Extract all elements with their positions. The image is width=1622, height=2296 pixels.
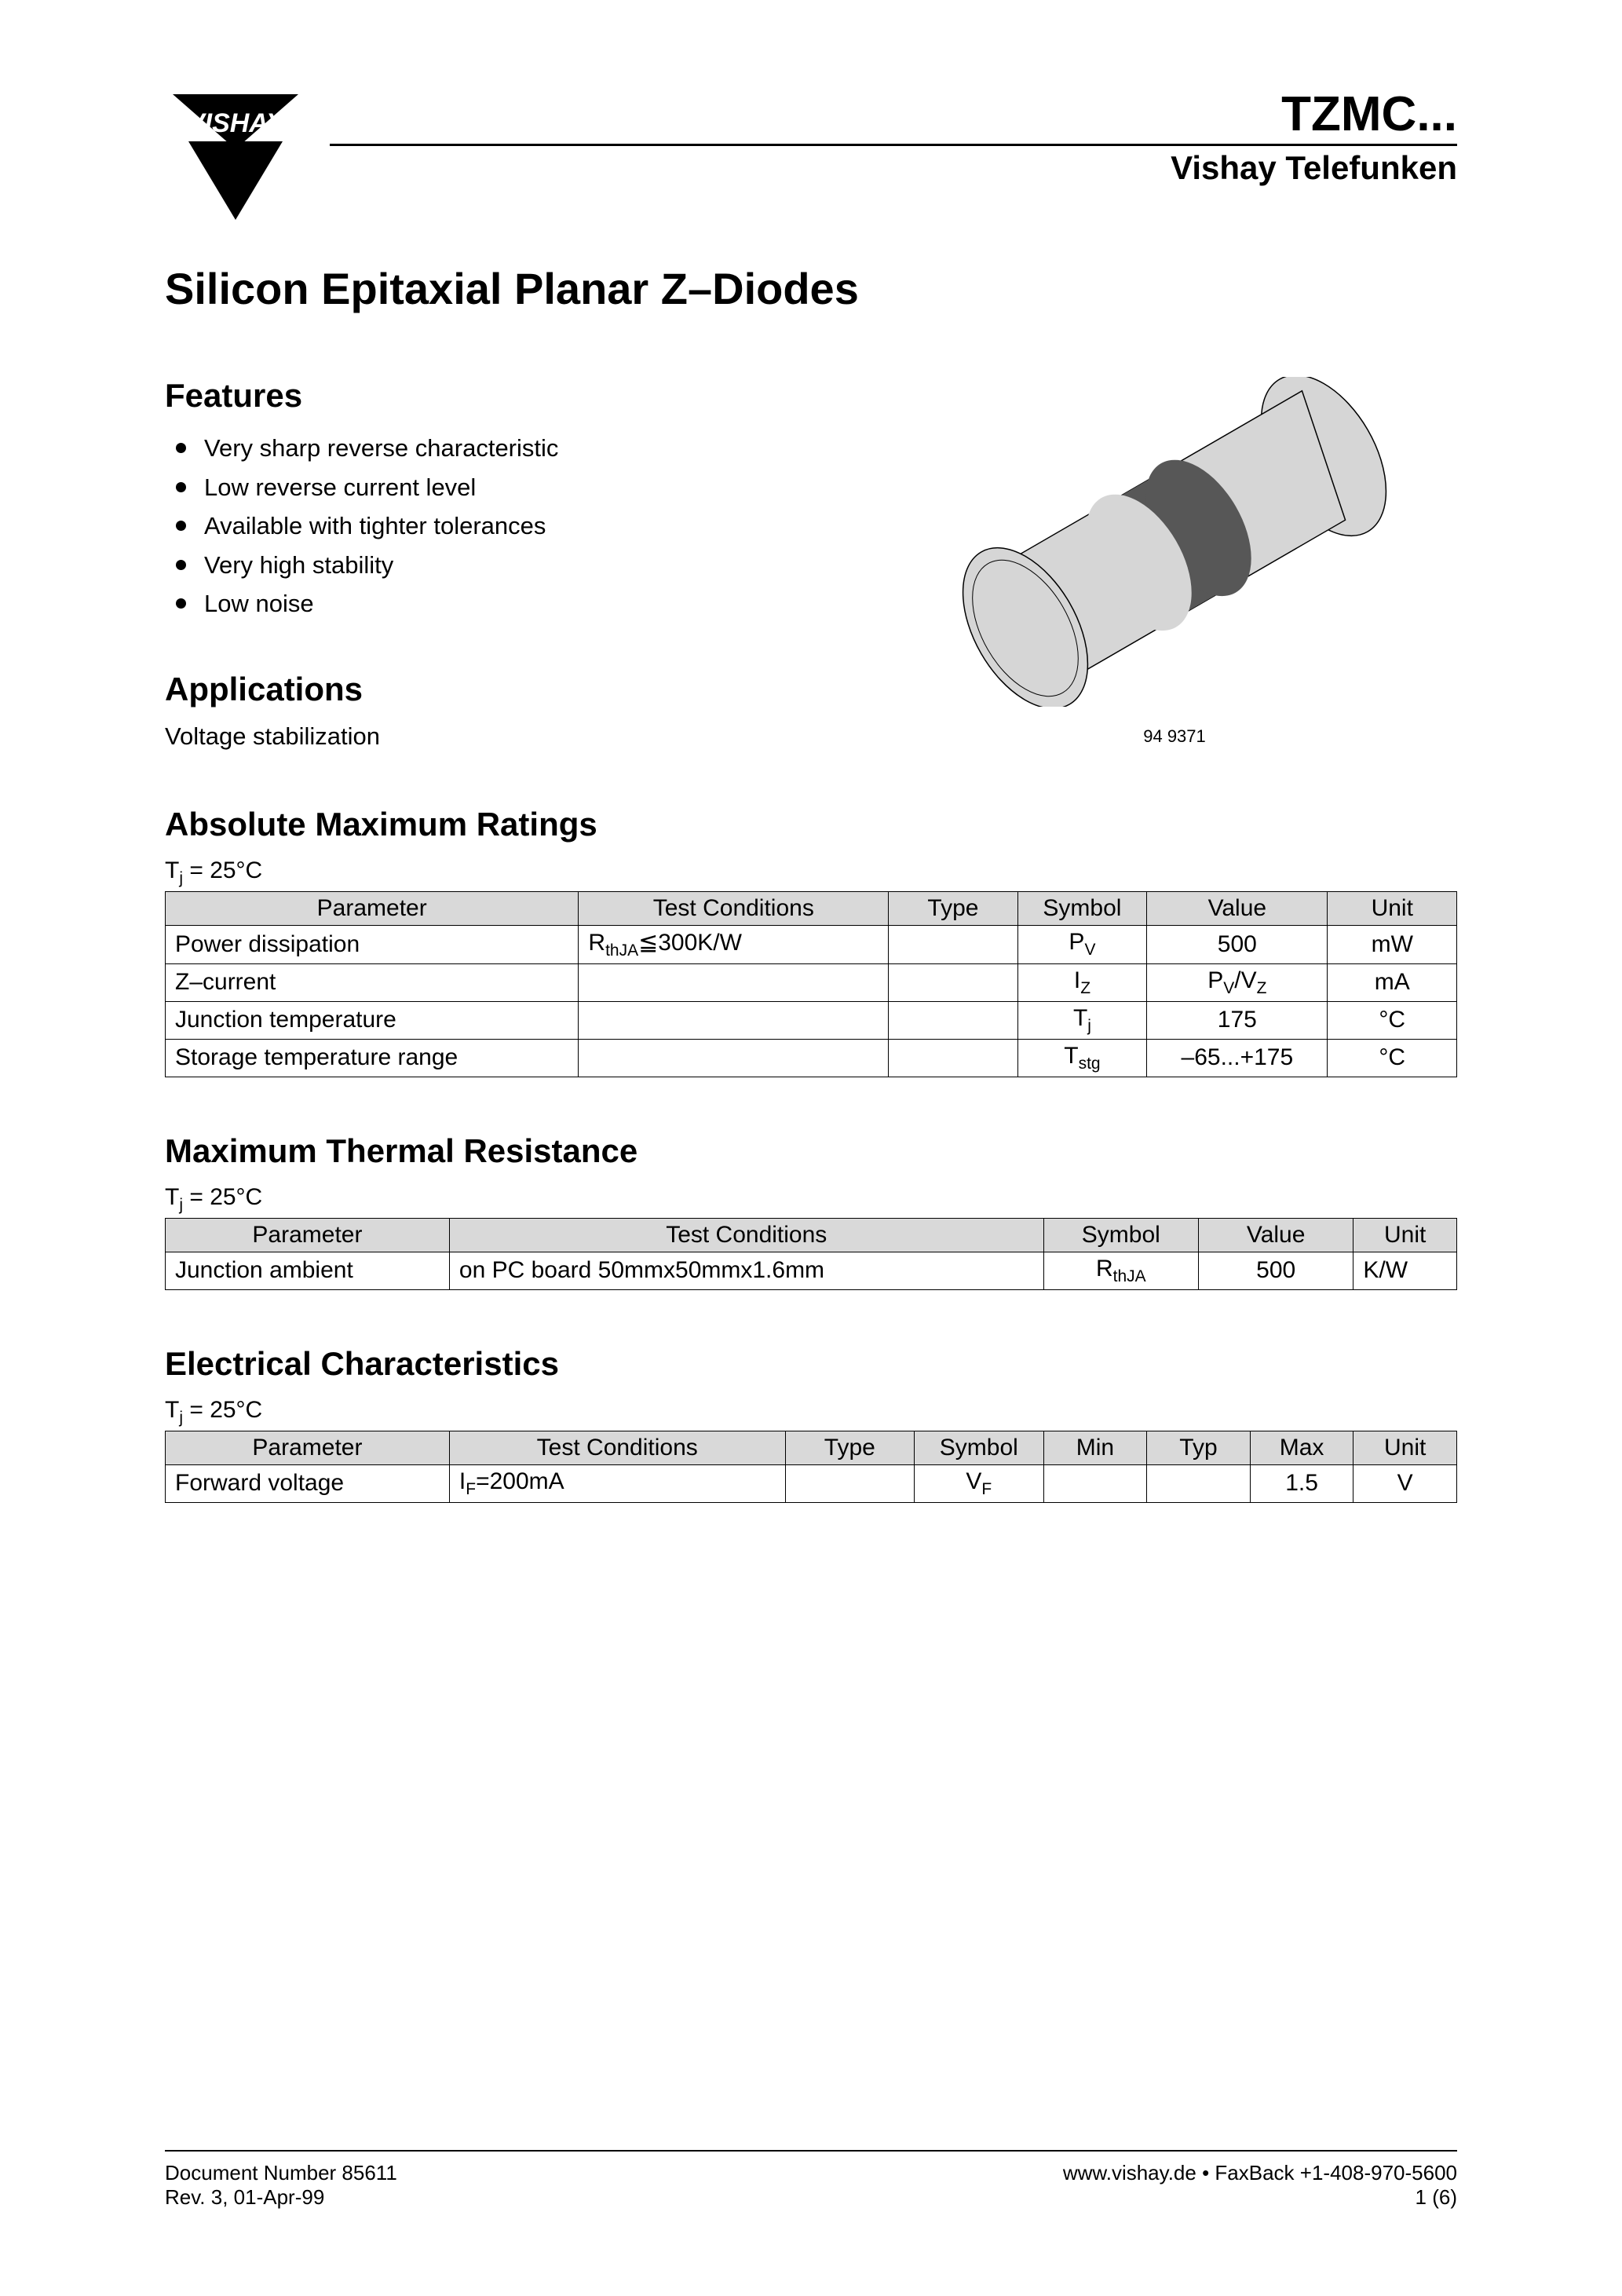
table-cell: °C [1328, 1001, 1457, 1039]
table-cell: 500 [1198, 1252, 1353, 1289]
svg-text:VISHAY: VISHAY [187, 108, 287, 138]
table-cell [1043, 1464, 1147, 1502]
table-header: Unit [1328, 891, 1457, 925]
table-cell: 500 [1147, 925, 1328, 963]
table-cell: mW [1328, 925, 1457, 963]
table-cell: °C [1328, 1039, 1457, 1077]
feature-item: Very high stability [165, 546, 845, 585]
page-footer: Document Number 85611 Rev. 3, 01-Apr-99 … [165, 2150, 1457, 2210]
revision: Rev. 3, 01-Apr-99 [165, 2185, 397, 2210]
amr-block: Absolute Maximum Ratings Tj = 25°C Param… [165, 806, 1457, 1077]
table-header: Type [889, 891, 1018, 925]
table-header: Parameter [166, 1218, 450, 1252]
table-header: Parameter [166, 891, 579, 925]
ec-table: ParameterTest ConditionsTypeSymbolMinTyp… [165, 1431, 1457, 1503]
table-cell [579, 1039, 889, 1077]
mtr-table: ParameterTest ConditionsSymbolValueUnitJ… [165, 1218, 1457, 1290]
table-cell: on PC board 50mmx50mmx1.6mm [449, 1252, 1043, 1289]
mtr-block: Maximum Thermal Resistance Tj = 25°C Par… [165, 1132, 1457, 1290]
table-cell [785, 1464, 915, 1502]
title-block: TZMC... Vishay Telefunken [330, 86, 1457, 187]
table-cell: –65...+175 [1147, 1039, 1328, 1077]
table-header: Value [1147, 891, 1328, 925]
table-row: Junction temperature Tj175°C [166, 1001, 1457, 1039]
table-header: Test Conditions [579, 891, 889, 925]
table-cell: VF [915, 1464, 1044, 1502]
footer-left: Document Number 85611 Rev. 3, 01-Apr-99 [165, 2161, 397, 2210]
table-cell: V [1353, 1464, 1457, 1502]
table-header: Test Conditions [449, 1431, 785, 1464]
table-cell: Forward voltage [166, 1464, 450, 1502]
ec-heading: Electrical Characteristics [165, 1345, 1457, 1383]
amr-table: ParameterTest ConditionsTypeSymbolValueU… [165, 891, 1457, 1077]
table-cell [889, 1001, 1018, 1039]
vishay-logo: VISHAY [165, 86, 306, 232]
applications-text: Voltage stabilization [165, 722, 845, 751]
table-header: Unit [1353, 1431, 1457, 1464]
footer-right: www.vishay.de • FaxBack +1-408-970-5600 … [1063, 2161, 1457, 2210]
table-header: Min [1043, 1431, 1147, 1464]
table-cell: IF=200mA [449, 1464, 785, 1502]
product-code: TZMC... [330, 86, 1457, 146]
table-cell: K/W [1353, 1252, 1457, 1289]
table-cell: RthJA≦300K/W [579, 925, 889, 963]
table-cell: PV [1017, 925, 1147, 963]
page-number: 1 (6) [1063, 2185, 1457, 2210]
applications-heading: Applications [165, 671, 845, 708]
table-cell [889, 1039, 1018, 1077]
amr-heading: Absolute Maximum Ratings [165, 806, 1457, 843]
brand-subtitle: Vishay Telefunken [330, 149, 1457, 187]
table-cell [579, 1001, 889, 1039]
features-list: Very sharp reverse characteristic Low re… [165, 429, 845, 623]
table-row: Storage temperature range Tstg–65...+175°… [166, 1039, 1457, 1077]
table-header: Test Conditions [449, 1218, 1043, 1252]
amr-condition: Tj = 25°C [165, 857, 1457, 888]
ec-block: Electrical Characteristics Tj = 25°C Par… [165, 1345, 1457, 1503]
mtr-condition: Tj = 25°C [165, 1184, 1457, 1215]
feature-item: Available with tighter tolerances [165, 506, 845, 546]
page-title: Silicon Epitaxial Planar Z–Diodes [165, 263, 1457, 314]
table-header: Symbol [1017, 891, 1147, 925]
doc-number: Document Number 85611 [165, 2161, 397, 2185]
features-heading: Features [165, 377, 845, 415]
table-cell: Power dissipation [166, 925, 579, 963]
table-header: Unit [1353, 1218, 1457, 1252]
feature-item: Low reverse current level [165, 468, 845, 507]
table-cell [1147, 1464, 1251, 1502]
table-cell: 175 [1147, 1001, 1328, 1039]
table-row: Power dissipationRthJA≦300K/W PV500mW [166, 925, 1457, 963]
table-cell: Junction ambient [166, 1252, 450, 1289]
table-header: Max [1250, 1431, 1353, 1464]
table-cell: mA [1328, 963, 1457, 1001]
table-header: Symbol [1043, 1218, 1198, 1252]
table-cell [889, 925, 1018, 963]
table-header: Parameter [166, 1431, 450, 1464]
illustration-caption: 94 9371 [892, 726, 1457, 747]
page-header: VISHAY TZMC... Vishay Telefunken [165, 86, 1457, 232]
table-header: Symbol [915, 1431, 1044, 1464]
table-cell: Storage temperature range [166, 1039, 579, 1077]
feature-item: Low noise [165, 584, 845, 623]
table-row: Forward voltageIF=200mA VF 1.5V [166, 1464, 1457, 1502]
table-cell [579, 963, 889, 1001]
table-cell: Z–current [166, 963, 579, 1001]
table-header: Type [785, 1431, 915, 1464]
table-header: Value [1198, 1218, 1353, 1252]
table-cell [889, 963, 1018, 1001]
mtr-heading: Maximum Thermal Resistance [165, 1132, 1457, 1170]
table-row: Junction ambienton PC board 50mmx50mmx1.… [166, 1252, 1457, 1289]
table-cell: Tj [1017, 1001, 1147, 1039]
table-header: Typ [1147, 1431, 1251, 1464]
table-row: Z–current IZPV/VZmA [166, 963, 1457, 1001]
table-cell: PV/VZ [1147, 963, 1328, 1001]
footer-url: www.vishay.de • FaxBack +1-408-970-5600 [1063, 2161, 1457, 2185]
feature-item: Very sharp reverse characteristic [165, 429, 845, 468]
component-illustration: 94 9371 [892, 377, 1457, 751]
table-cell: RthJA [1043, 1252, 1198, 1289]
table-cell: Tstg [1017, 1039, 1147, 1077]
table-cell: IZ [1017, 963, 1147, 1001]
table-cell: 1.5 [1250, 1464, 1353, 1502]
table-cell: Junction temperature [166, 1001, 579, 1039]
ec-condition: Tj = 25°C [165, 1397, 1457, 1428]
